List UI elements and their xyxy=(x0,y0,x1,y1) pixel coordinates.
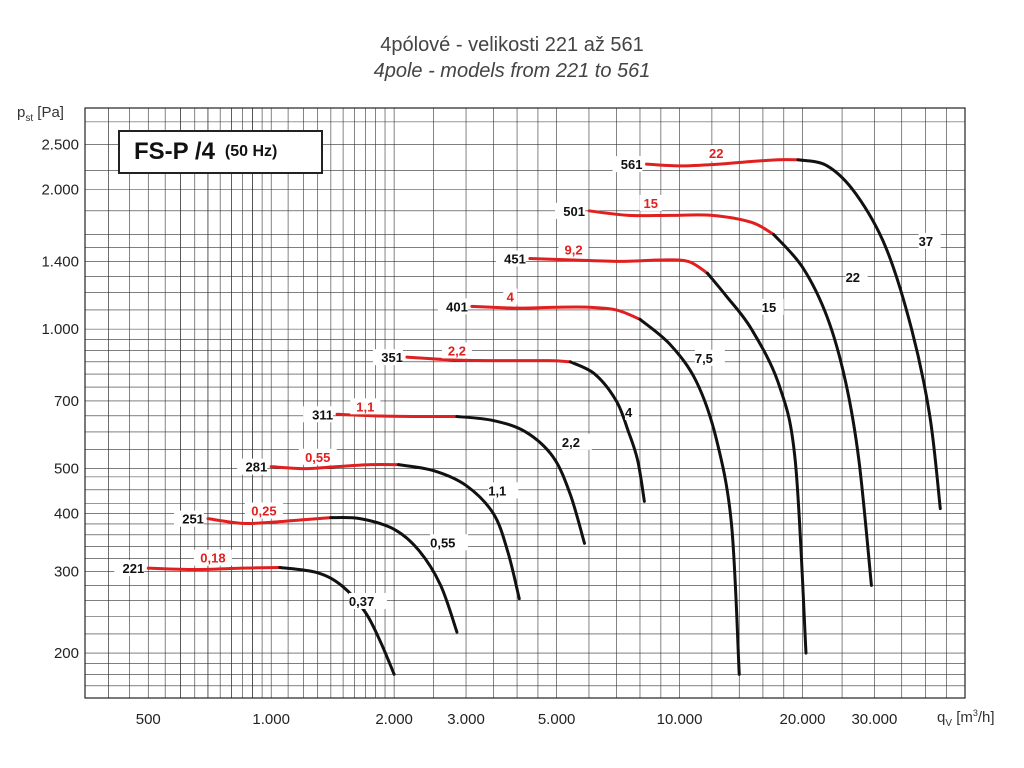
power-label-red-251-bg xyxy=(244,502,283,519)
power-label-black-221-bg xyxy=(348,592,387,609)
series-name-251: 251 xyxy=(182,512,204,527)
series-name-221-bg xyxy=(114,560,145,577)
power-label-black-401-bg xyxy=(694,349,725,366)
power-label-red-501: 15 xyxy=(644,196,658,211)
series-name-221: 221 xyxy=(123,561,145,576)
power-label-black-501: 22 xyxy=(846,270,860,285)
series-name-401-bg xyxy=(437,298,468,315)
y-tick-label: 500 xyxy=(54,461,79,478)
power-label-red-451-bg xyxy=(558,241,589,258)
curve-561-black xyxy=(796,158,942,511)
curve-561-red xyxy=(645,158,800,168)
power-label-black-251-bg xyxy=(430,534,469,551)
plot-frame xyxy=(84,107,966,699)
curve-501-red xyxy=(587,209,776,237)
curve-251-black xyxy=(329,515,459,634)
series-name-311-bg xyxy=(303,406,334,423)
curve-281-black xyxy=(397,463,521,601)
series-name-401: 401 xyxy=(446,299,468,314)
x-tick-label: 3.000 xyxy=(447,711,485,728)
curve-221-red xyxy=(146,565,282,571)
series-name-281: 281 xyxy=(245,460,267,475)
x-tick-label: 500 xyxy=(136,711,161,728)
x-tick-label: 20.000 xyxy=(780,711,826,728)
model-badge: FS-P /4 (50 Hz) xyxy=(118,130,323,174)
power-label-red-401-bg xyxy=(503,288,518,305)
x-axis-label: qV [m3/h] xyxy=(937,708,995,729)
power-label-black-401: 7,5 xyxy=(695,351,713,366)
chart-title: 4pólové - velikosti 221 až 561 xyxy=(380,34,644,56)
y-tick-label: 2.500 xyxy=(41,137,79,154)
curve-501-black xyxy=(772,233,873,587)
series-name-451: 451 xyxy=(504,252,526,267)
series-name-311: 311 xyxy=(312,407,333,422)
series-name-501-bg xyxy=(554,202,585,219)
power-label-red-561: 22 xyxy=(709,146,723,161)
series-name-281-bg xyxy=(237,458,268,475)
y-tick-label: 700 xyxy=(54,393,79,410)
power-label-black-281: 1,1 xyxy=(488,483,506,498)
power-label-red-351-bg xyxy=(441,342,472,359)
power-label-black-451: 15 xyxy=(762,300,776,315)
power-label-red-311: 1,1 xyxy=(356,399,374,414)
y-tick-label: 400 xyxy=(54,506,79,523)
series-name-501: 501 xyxy=(563,204,585,219)
power-label-black-451-bg xyxy=(761,298,784,315)
y-tick-label: 300 xyxy=(54,563,79,580)
y-tick-label: 200 xyxy=(54,645,79,662)
frequency-label: (50 Hz) xyxy=(224,143,278,160)
power-label-red-561-bg xyxy=(705,145,728,162)
curve-221-black xyxy=(278,565,396,676)
power-label-black-561: 37 xyxy=(919,234,933,249)
x-tick-label: 5.000 xyxy=(538,711,576,728)
series-name-251-bg xyxy=(173,510,204,527)
power-label-black-561-bg xyxy=(918,232,941,249)
power-label-red-221-bg xyxy=(193,549,232,566)
power-label-black-311: 2,2 xyxy=(562,435,580,450)
y-tick-label: 1.400 xyxy=(41,253,79,270)
model-name: FS-P /4 xyxy=(134,138,215,165)
power-label-red-501-bg xyxy=(639,194,662,211)
power-label-red-251: 0,25 xyxy=(251,504,276,519)
curve-251-red xyxy=(206,516,333,526)
power-label-black-221: 0,37 xyxy=(349,594,374,609)
power-label-black-311-bg xyxy=(561,433,592,450)
power-label-red-351: 2,2 xyxy=(448,343,466,358)
series-name-561: 561 xyxy=(621,157,643,172)
power-label-red-281-bg xyxy=(298,448,337,465)
curve-401-black xyxy=(638,317,741,676)
curve-451-black xyxy=(705,271,808,655)
curve-311-red xyxy=(335,412,459,419)
power-label-red-281: 0,55 xyxy=(305,450,330,465)
power-label-red-221: 0,18 xyxy=(200,551,225,566)
x-tick-label: 2.000 xyxy=(375,711,413,728)
curve-351-black xyxy=(568,360,646,503)
x-tick-label: 30.000 xyxy=(851,711,897,728)
y-tick-label: 2.000 xyxy=(41,182,79,199)
curve-311-black xyxy=(455,414,586,545)
power-label-red-401: 4 xyxy=(507,290,515,305)
power-label-black-251: 0,55 xyxy=(430,535,455,550)
curve-401-red xyxy=(470,304,642,321)
curve-351-red xyxy=(405,355,572,364)
power-label-black-351: 4 xyxy=(625,405,633,420)
y-tick-label: 1.000 xyxy=(41,321,79,338)
series-name-451-bg xyxy=(495,250,526,267)
power-label-red-311-bg xyxy=(350,398,381,415)
series-name-561-bg xyxy=(612,156,643,173)
y-axis-label: pst [Pa] xyxy=(17,104,64,124)
series-name-351-bg xyxy=(372,349,403,366)
chart-subtitle: 4pole - models from 221 to 561 xyxy=(373,60,651,82)
x-tick-label: 10.000 xyxy=(657,711,703,728)
series-name-351: 351 xyxy=(381,350,403,365)
power-label-black-501-bg xyxy=(845,269,868,286)
curve-451-red xyxy=(528,257,709,275)
power-label-black-281-bg xyxy=(488,482,519,499)
power-label-black-351-bg xyxy=(624,403,639,420)
x-tick-label: 1.000 xyxy=(252,711,290,728)
power-label-red-451: 9,2 xyxy=(564,243,582,258)
curve-281-red xyxy=(269,463,401,471)
